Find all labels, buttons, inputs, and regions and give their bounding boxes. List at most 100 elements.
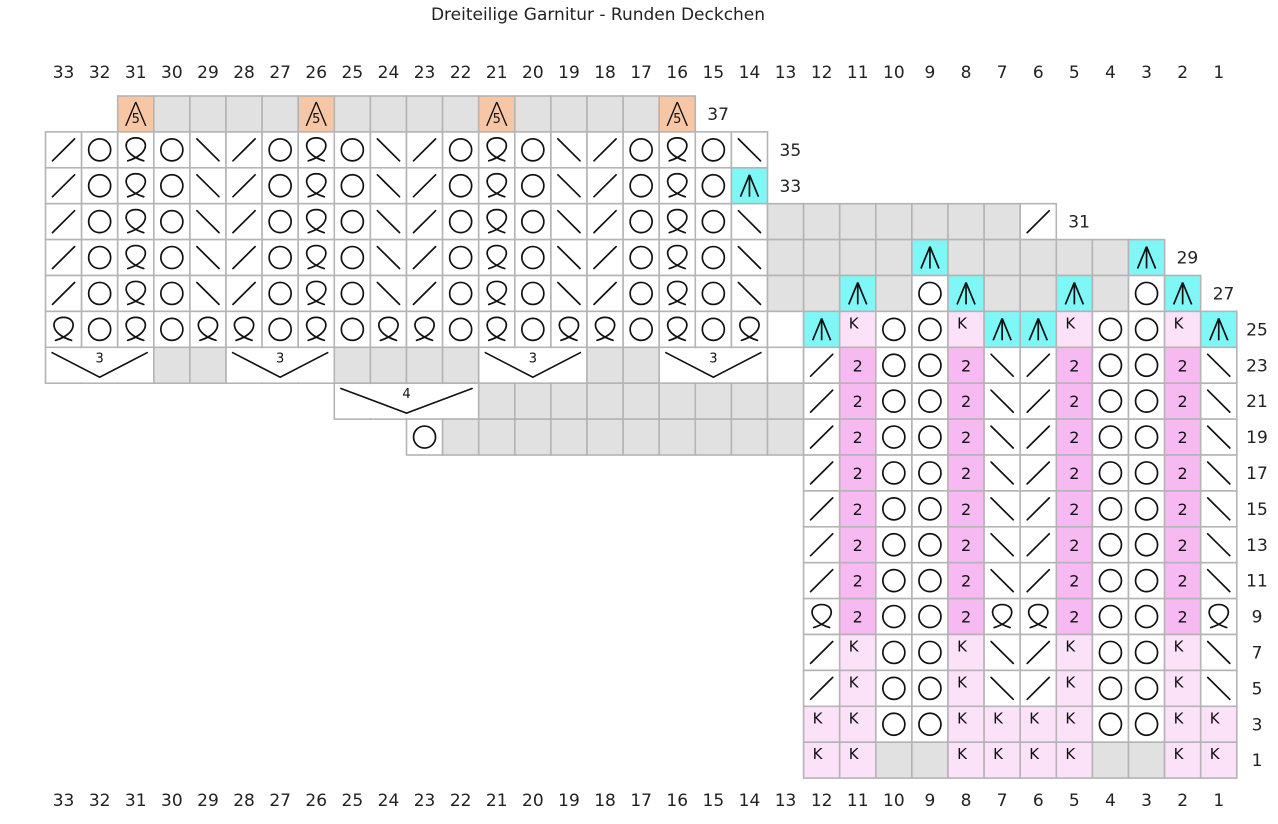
decrease-left-symbol — [990, 676, 1015, 701]
twisted-stitch-symbol — [666, 316, 688, 342]
stitch-cell — [1091, 525, 1130, 564]
yarn-over-symbol — [701, 209, 726, 234]
twisted-stitch-symbol — [125, 280, 147, 306]
decrease-right-symbol — [809, 568, 834, 593]
yarn-over-symbol — [918, 497, 942, 521]
stitch-cell — [947, 310, 985, 349]
decrease-right-symbol — [412, 138, 437, 162]
yarn-over-symbol — [629, 281, 654, 306]
two-symbol: 2 — [961, 356, 971, 375]
yarn-over-symbol — [1098, 532, 1123, 557]
yarn-over-symbol — [1134, 568, 1159, 593]
yarn-over-symbol — [340, 173, 365, 198]
two-symbol: 2 — [853, 356, 863, 375]
yarn-over-symbol — [160, 173, 184, 198]
column-label-bottom: 24 — [378, 791, 400, 811]
stitch-cell — [513, 131, 552, 169]
no-stitch-cell — [622, 382, 660, 420]
twisted-stitch-symbol — [378, 316, 399, 342]
knit-symbol: K — [849, 673, 860, 691]
no-stitch-cell — [838, 202, 877, 241]
stitch-cell — [1055, 382, 1094, 420]
stitch-cell — [189, 274, 227, 313]
knit-symbol: K — [1029, 745, 1040, 763]
five-together-symbol: 5 — [305, 101, 327, 127]
knit-symbol: K — [849, 638, 860, 656]
combined-stitch-wedge: 3 — [231, 351, 329, 379]
column-label-top: 4 — [1105, 63, 1116, 83]
yarn-over-symbol — [918, 389, 942, 413]
stitch-cell — [441, 131, 480, 169]
decrease-left-symbol — [737, 245, 762, 270]
column-label-top: 22 — [450, 63, 472, 83]
yarn-over-symbol — [340, 317, 365, 342]
knit-symbol: K — [813, 709, 824, 727]
column-label-bottom: 19 — [558, 791, 580, 811]
twisted-stitch-symbol — [125, 136, 147, 162]
column-label-bottom: 22 — [450, 791, 472, 811]
five-together-symbol: 5 — [666, 101, 688, 127]
column-label-top: 8 — [961, 63, 972, 83]
two-symbol: 2 — [1069, 392, 1079, 411]
column-label-top: 12 — [811, 63, 833, 83]
stitch-cell — [838, 310, 877, 349]
column-label-top: 10 — [883, 63, 905, 83]
no-stitch-cell — [766, 238, 805, 277]
yarn-over-symbol — [881, 604, 906, 629]
no-stitch-cell — [874, 238, 913, 277]
stitch-cell — [838, 490, 877, 528]
two-symbol: 2 — [1178, 608, 1188, 627]
row-label: 15 — [1246, 500, 1268, 520]
yarn-over-symbol — [918, 461, 942, 485]
yarn-over-symbol — [520, 173, 545, 198]
decrease-right-symbol — [1026, 676, 1051, 701]
twisted-stitch-symbol — [666, 244, 688, 270]
yarn-over-symbol — [881, 317, 906, 342]
decrease-right-symbol — [51, 281, 76, 306]
no-stitch-cell — [441, 95, 480, 133]
yarn-over-symbol — [701, 138, 726, 162]
stitch-cell — [1163, 669, 1202, 708]
twisted-stitch-symbol — [594, 316, 616, 342]
stitch-cell — [1127, 418, 1166, 456]
stitch-cell — [1163, 274, 1202, 313]
yarn-over-symbol — [1134, 425, 1159, 449]
no-stitch-cell — [333, 346, 372, 384]
yarn-over-symbol — [268, 138, 292, 162]
stitch-cell — [1127, 705, 1166, 743]
combined-stitch-wedge: 4 — [340, 387, 473, 414]
stitch-cell — [1091, 669, 1130, 708]
twisted-stitch-symbol — [486, 244, 508, 270]
yarn-over-symbol — [1134, 604, 1159, 629]
stitch-cell — [838, 382, 877, 420]
stitch-cell — [874, 310, 913, 349]
row-label: 11 — [1246, 572, 1268, 592]
no-stitch-cell — [730, 418, 769, 456]
row-label: 25 — [1246, 320, 1268, 340]
yarn-over-symbol — [881, 712, 906, 737]
no-stitch-cell — [586, 346, 624, 384]
stitch-cell — [441, 274, 480, 313]
no-stitch-cell — [441, 346, 480, 384]
two-symbol: 2 — [1069, 464, 1079, 483]
double-decrease-symbol — [1208, 318, 1229, 341]
knit-symbol: K — [849, 709, 860, 727]
stitch-cell — [911, 633, 949, 672]
decrease-right-symbol — [1026, 389, 1051, 413]
no-stitch-cell — [766, 202, 805, 241]
wedge-count: 3 — [709, 351, 717, 366]
two-symbol: 2 — [961, 572, 971, 591]
no-stitch-cell — [947, 202, 985, 241]
column-label-bottom: 25 — [342, 791, 364, 811]
double-decrease-symbol — [847, 282, 868, 305]
column-label-top: 15 — [703, 63, 725, 83]
twisted-stitch-symbol — [53, 316, 74, 342]
yarn-over-symbol — [520, 209, 545, 234]
decrease-right-symbol — [809, 461, 834, 485]
column-label-bottom: 14 — [739, 791, 761, 811]
no-stitch-cell — [983, 202, 1021, 241]
two-symbol: 2 — [961, 608, 971, 627]
stitch-cell — [1199, 561, 1238, 600]
